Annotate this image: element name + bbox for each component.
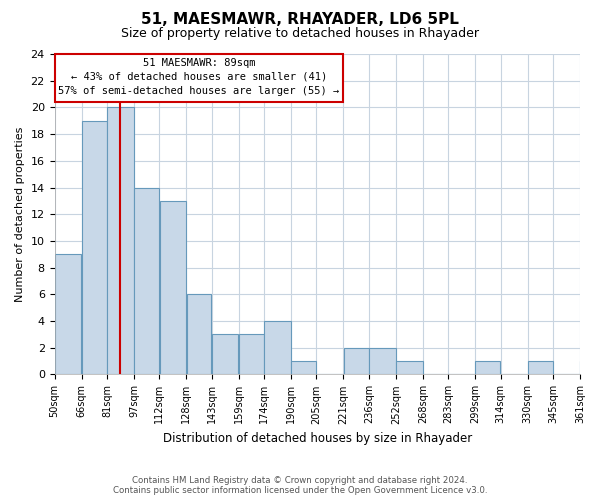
Bar (55, 254, 82, 374)
Bar (55, 54, 343, 102)
Text: Contains HM Land Registry data © Crown copyright and database right 2024.
Contai: Contains HM Land Registry data © Crown c… (113, 476, 487, 495)
Text: Size of property relative to detached houses in Rhayader: Size of property relative to detached ho… (121, 28, 479, 40)
Bar (292, 361, 316, 374)
Bar (107, 108, 134, 374)
Bar (580, 361, 600, 374)
X-axis label: Distribution of detached houses by size in Rhayader: Distribution of detached houses by size … (163, 432, 472, 445)
Bar (239, 334, 264, 374)
Bar (82, 121, 107, 374)
Text: 51 MAESMAWR: 89sqm
← 43% of detached houses are smaller (41)
57% of semi-detache: 51 MAESMAWR: 89sqm ← 43% of detached hou… (58, 58, 340, 96)
Bar (187, 294, 211, 374)
Bar (134, 188, 159, 374)
Bar (475, 361, 500, 374)
Y-axis label: Number of detached properties: Number of detached properties (15, 126, 25, 302)
Text: 51, MAESMAWR, RHAYADER, LD6 5PL: 51, MAESMAWR, RHAYADER, LD6 5PL (141, 12, 459, 28)
Bar (212, 334, 238, 374)
Bar (369, 348, 395, 374)
Bar (528, 361, 553, 374)
Bar (396, 361, 422, 374)
Bar (344, 348, 368, 374)
Bar (264, 321, 291, 374)
Bar (160, 201, 186, 374)
